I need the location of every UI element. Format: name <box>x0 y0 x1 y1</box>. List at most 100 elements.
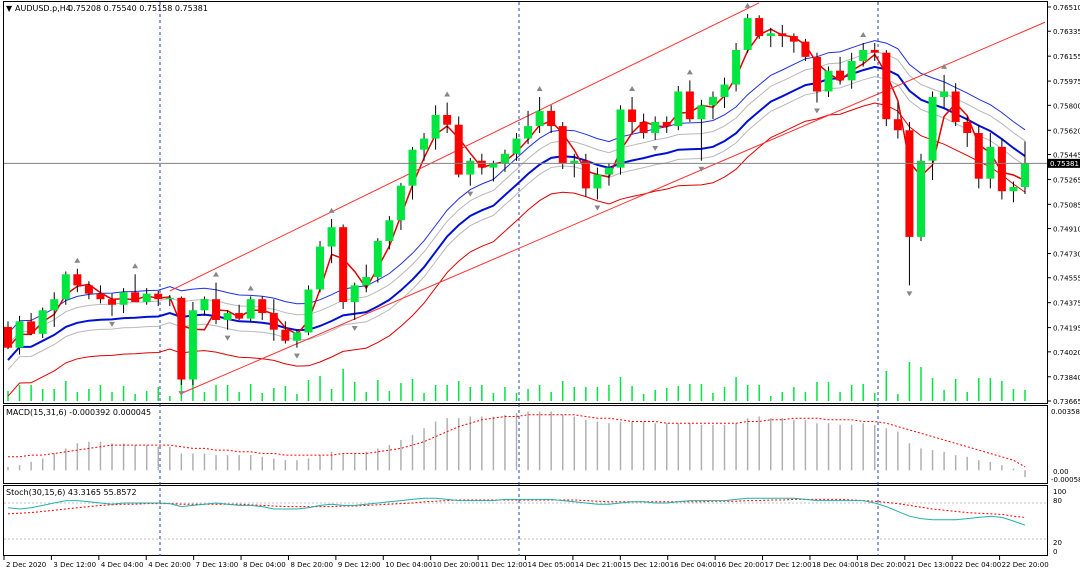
fractal-down-marker <box>698 166 705 172</box>
candle <box>778 25 787 48</box>
candle-body <box>639 121 648 134</box>
price-axis-label: 0.73840 <box>1053 374 1080 382</box>
candle <box>408 146 417 200</box>
candle <box>940 74 949 109</box>
macd-label: MACD(15,31,6) -0.000392 0.000045 <box>6 408 151 417</box>
candle <box>73 268 82 293</box>
candle <box>882 49 891 127</box>
fractal-up-marker <box>444 91 451 97</box>
time-axis-label: 14 Dec 21:00 <box>575 561 622 569</box>
candle <box>916 153 925 242</box>
price-axis-label: 0.75445 <box>1053 151 1080 159</box>
candle <box>1009 181 1018 203</box>
candle-body <box>997 146 1006 192</box>
fractal-up-marker <box>328 207 335 213</box>
ohlc-label: 0.75208 0.75540 0.75158 0.75381 <box>68 4 208 13</box>
candle <box>870 43 879 62</box>
candle-body <box>38 310 47 334</box>
candle <box>246 296 255 322</box>
stoch-label: Stoch(30,15,6) 43.3165 55.8572 <box>6 488 137 497</box>
candle <box>142 288 151 305</box>
candle <box>165 295 174 307</box>
price-axis-label: 0.75975 <box>1053 78 1080 86</box>
channel-upper-line <box>169 2 760 292</box>
time-axis-label: 3 Dec 12:00 <box>53 561 96 569</box>
fractal-up-marker <box>686 69 693 75</box>
candle <box>350 282 359 320</box>
time-axis-label: 7 Dec 13:00 <box>196 561 239 569</box>
candle <box>108 293 117 316</box>
candle-body <box>96 293 105 300</box>
macd-scale-top: 0.003586 <box>1051 408 1080 416</box>
candle-body <box>593 174 602 189</box>
candle-body <box>131 292 140 302</box>
fractal-down-marker <box>109 321 116 327</box>
fractal-up-marker <box>536 86 543 92</box>
candle-body <box>177 297 186 380</box>
price-axis-label: 0.76510 <box>1053 4 1080 12</box>
time-axis-label: 10 Dec 20:00 <box>433 561 480 569</box>
candle <box>292 329 301 348</box>
candle <box>84 281 93 300</box>
candle <box>212 282 221 325</box>
candle <box>662 116 671 134</box>
candle <box>928 91 937 181</box>
candle-body <box>61 274 70 300</box>
candle <box>500 149 509 172</box>
candle-body <box>327 227 336 247</box>
fractal-down-marker <box>178 391 185 397</box>
candle <box>15 315 24 355</box>
candle-body <box>651 121 660 134</box>
candle <box>223 310 232 330</box>
candle-body <box>708 97 717 106</box>
candle-body <box>674 91 683 127</box>
candle-body <box>350 285 359 302</box>
candle <box>27 313 36 336</box>
candle <box>859 43 868 67</box>
time-axis-label: 16 Dec 20:00 <box>717 561 764 569</box>
candle-body <box>396 185 405 221</box>
current-price-label: 0.75381 <box>1050 160 1079 168</box>
candle <box>38 307 47 338</box>
candle-body <box>108 299 117 305</box>
candle-body <box>974 133 983 179</box>
candle-body <box>836 70 845 81</box>
candle <box>743 13 752 53</box>
time-axis-label: 16 Dec 04:00 <box>670 561 717 569</box>
candle <box>385 216 394 250</box>
candle <box>986 133 995 189</box>
time-axis-label: 18 Dec 20:00 <box>859 561 906 569</box>
price-axis-label: 0.74555 <box>1053 275 1080 283</box>
price-axis-label: 0.74195 <box>1053 325 1080 333</box>
candle <box>755 15 764 39</box>
candle <box>512 133 521 161</box>
price-axis-label: 0.74020 <box>1053 349 1080 357</box>
candle-body <box>720 84 729 98</box>
candle-body <box>281 329 290 341</box>
time-axis-label: 4 Dec 20:00 <box>148 561 191 569</box>
candle-body <box>188 310 197 380</box>
candle-body <box>246 299 255 319</box>
candle <box>836 56 845 85</box>
candle <box>316 241 325 293</box>
stoch-level-20: 20 <box>1053 539 1062 547</box>
candle <box>339 224 348 309</box>
candle-body <box>200 299 209 311</box>
fractal-up-marker <box>941 63 948 69</box>
candle <box>454 116 463 178</box>
candle-body <box>223 313 232 320</box>
candle-body <box>940 91 949 98</box>
time-axis-label: 18 Dec 04:00 <box>812 561 859 569</box>
header-collapse-icon[interactable]: ▼ <box>6 4 13 13</box>
candle <box>905 121 914 286</box>
stoch-level-100: 100 <box>1053 488 1066 496</box>
candle <box>974 124 983 189</box>
candle-body <box>385 220 394 242</box>
candle-body <box>755 18 764 37</box>
candle-body <box>443 115 452 125</box>
time-axis-label: 22 Dec 20:00 <box>1002 561 1049 569</box>
time-axis-label: 22 Dec 04:00 <box>954 561 1001 569</box>
candle <box>616 105 625 175</box>
